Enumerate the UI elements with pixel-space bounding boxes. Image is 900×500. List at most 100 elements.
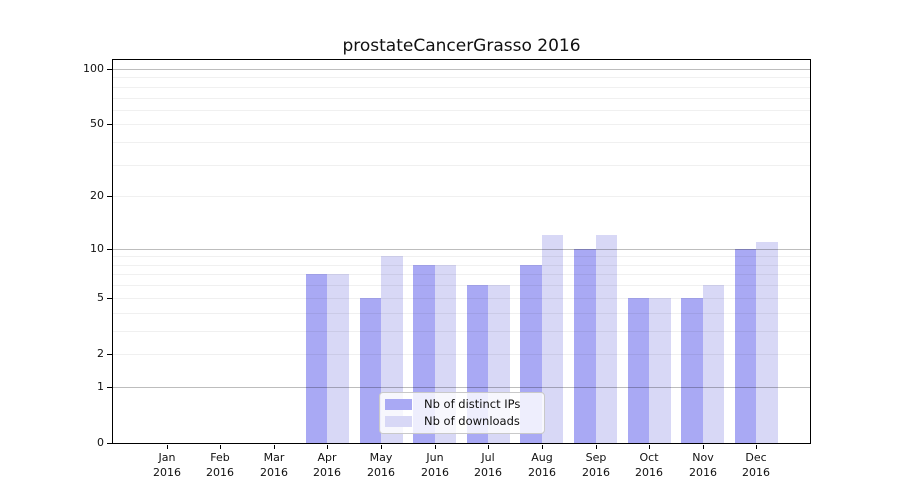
x-tick-oct xyxy=(649,445,650,449)
x-tick-label-jan: Jan 2016 xyxy=(139,450,195,480)
gridline-20 xyxy=(113,196,810,197)
chart-title: prostateCancerGrasso 2016 xyxy=(342,36,581,56)
y-tick-label-20: 20 xyxy=(90,189,104,202)
x-tick-label-month: Nov xyxy=(692,451,714,464)
gridline-7 xyxy=(113,274,810,275)
gridline-40 xyxy=(113,142,810,143)
x-tick-label-jun: Jun 2016 xyxy=(407,450,463,480)
y-tick-10 xyxy=(107,249,112,250)
y-tick-label-1: 1 xyxy=(97,380,104,393)
x-tick-label-year: 2016 xyxy=(260,466,288,479)
gridline-90 xyxy=(113,77,810,78)
x-tick-label-mar: Mar 2016 xyxy=(246,450,302,480)
x-tick-label-year: 2016 xyxy=(206,466,234,479)
x-tick-label-dec: Dec 2016 xyxy=(728,450,784,480)
y-tick-5 xyxy=(107,298,112,299)
y-tick-50 xyxy=(107,124,112,125)
x-tick-label-apr: Apr 2016 xyxy=(299,450,355,480)
bar-distinct-ips-dec xyxy=(734,248,757,443)
x-tick-label-may: May 2016 xyxy=(353,450,409,480)
x-tick-label-month: Apr xyxy=(317,451,337,464)
y-tick-2 xyxy=(107,354,112,355)
x-tick-label-month: Oct xyxy=(639,451,659,464)
x-tick-label-month: Jun xyxy=(426,451,444,464)
gridline-3 xyxy=(113,331,810,332)
x-tick-jun xyxy=(435,445,436,449)
x-tick-label-year: 2016 xyxy=(367,466,395,479)
x-tick-label-year: 2016 xyxy=(153,466,181,479)
x-tick-label-month: Sep xyxy=(585,451,607,464)
gridline-9 xyxy=(113,256,810,257)
legend: Nb of distinct IPs Nb of downloads xyxy=(379,392,545,434)
x-tick-jul xyxy=(488,445,489,449)
x-tick-label-month: Jan xyxy=(158,451,176,464)
bar-distinct-ips-nov xyxy=(681,297,703,443)
y-tick-label-2: 2 xyxy=(97,347,104,360)
y-tick-label-100: 100 xyxy=(83,62,104,75)
x-tick-label-jul: Jul 2016 xyxy=(460,450,516,480)
x-tick-label-year: 2016 xyxy=(635,466,663,479)
y-tick-20 xyxy=(107,196,112,197)
y-tick-label-10: 10 xyxy=(90,242,104,255)
gridline-5 xyxy=(113,298,810,299)
y-tick-label-0: 0 xyxy=(97,436,104,449)
x-tick-nov xyxy=(703,445,704,449)
bar-downloads-dec xyxy=(756,241,778,443)
gridline-100 xyxy=(113,69,810,70)
bar-distinct-ips-may xyxy=(359,297,382,443)
x-tick-aug xyxy=(542,445,543,449)
gridline-4 xyxy=(113,313,810,314)
bars-layer xyxy=(113,60,810,443)
x-tick-label-year: 2016 xyxy=(742,466,770,479)
x-tick-label-nov: Nov 2016 xyxy=(675,450,731,480)
x-tick-label-year: 2016 xyxy=(421,466,449,479)
bar-downloads-oct xyxy=(649,297,671,443)
legend-item-downloads: Nb of downloads xyxy=(385,413,538,428)
x-tick-label-month: Feb xyxy=(210,451,230,464)
x-tick-may xyxy=(381,445,382,449)
y-tick-label-5: 5 xyxy=(97,291,104,304)
y-tick-1 xyxy=(107,387,112,388)
x-tick-dec xyxy=(756,445,757,449)
bar-distinct-ips-oct xyxy=(627,297,650,443)
gridline-8 xyxy=(113,265,810,266)
x-tick-label-year: 2016 xyxy=(313,466,341,479)
x-tick-label-year: 2016 xyxy=(528,466,556,479)
x-tick-mar xyxy=(274,445,275,449)
bar-downloads-nov xyxy=(702,285,725,443)
x-tick-label-month: Dec xyxy=(745,451,767,464)
gridline-2 xyxy=(113,354,810,355)
plot-area: Nb of distinct IPs Nb of downloads xyxy=(112,59,811,444)
gridline-80 xyxy=(113,87,810,88)
gridline-6 xyxy=(113,285,810,286)
x-tick-label-aug: Aug 2016 xyxy=(514,450,570,480)
x-tick-jan xyxy=(167,445,168,449)
x-tick-label-month: May xyxy=(369,451,393,464)
x-tick-label-month: Mar xyxy=(263,451,285,464)
gridline-10 xyxy=(113,249,810,250)
legend-label-distinct-ips: Nb of distinct IPs xyxy=(424,397,521,412)
x-tick-label-month: Aug xyxy=(531,451,553,464)
legend-swatch-distinct-ips xyxy=(385,399,412,411)
gridline-60 xyxy=(113,110,810,111)
x-tick-label-year: 2016 xyxy=(582,466,610,479)
x-tick-sep xyxy=(596,445,597,449)
bar-distinct-ips-apr xyxy=(305,274,328,443)
gridline-70 xyxy=(113,98,810,99)
legend-label-downloads: Nb of downloads xyxy=(424,413,520,428)
y-tick-label-50: 50 xyxy=(90,117,104,130)
bar-downloads-sep xyxy=(595,235,618,443)
gridline-50 xyxy=(113,124,810,125)
x-tick-feb xyxy=(220,445,221,449)
x-tick-label-sep: Sep 2016 xyxy=(568,450,624,480)
y-tick-0 xyxy=(107,443,112,444)
x-tick-label-year: 2016 xyxy=(689,466,717,479)
gridline-1 xyxy=(113,387,810,388)
x-tick-apr xyxy=(327,445,328,449)
x-tick-label-month: Jul xyxy=(481,451,495,464)
bar-downloads-apr xyxy=(327,274,349,443)
x-tick-label-feb: Feb 2016 xyxy=(192,450,248,480)
x-tick-label-year: 2016 xyxy=(474,466,502,479)
gridline-30 xyxy=(113,165,810,166)
